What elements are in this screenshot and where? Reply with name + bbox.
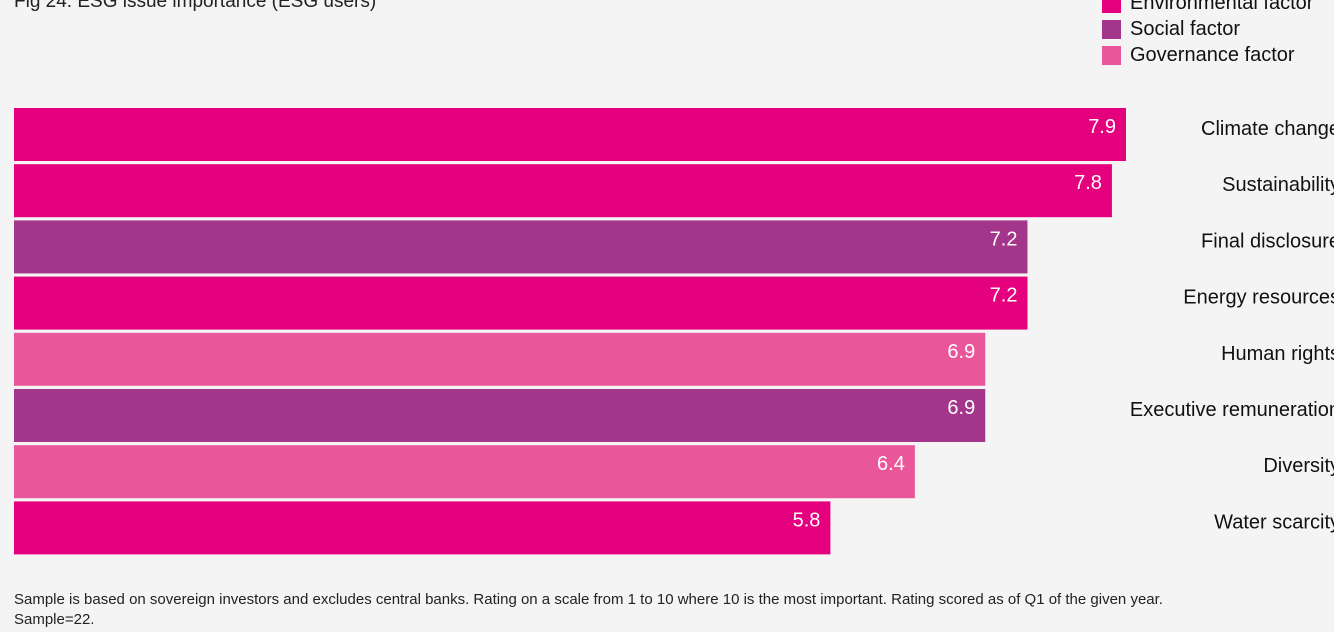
bar-value-label: 7.9 — [1088, 116, 1116, 138]
footnote-line-1: Sample is based on sovereign investors a… — [14, 591, 1163, 608]
bar-sustainability — [14, 164, 1112, 218]
legend-swatch-governance — [1102, 45, 1121, 65]
category-label: Diversity — [1263, 455, 1334, 477]
legend-label-governance: Governance factor — [1130, 43, 1295, 66]
bar-value-label: 7.2 — [990, 228, 1018, 250]
bar-value-label: 7.2 — [990, 285, 1018, 307]
category-label: Climate change — [1201, 118, 1334, 140]
bar-human-rights — [14, 332, 986, 386]
category-label: Human rights — [1221, 343, 1334, 365]
legend-label-environmental: Environmental factor — [1130, 0, 1314, 14]
footnote: Sample is based on sovereign investors a… — [14, 590, 1334, 630]
legend-item-governance: Governance factor — [1102, 42, 1313, 68]
bar-water-scarcity — [14, 501, 831, 555]
footnote-line-2: Sample=22. — [14, 611, 95, 628]
legend-item-social: Social factor — [1102, 16, 1313, 42]
legend-swatch-environmental — [1102, 0, 1121, 13]
bar-diversity — [14, 445, 915, 499]
bar-value-label: 5.8 — [793, 509, 821, 531]
bar-value-label: 6.9 — [947, 397, 975, 419]
bar-final-disclosure — [14, 220, 1028, 274]
chart-legend: Environmental factor Social factor Gover… — [1102, 0, 1313, 68]
bar-climate-change — [14, 108, 1126, 161]
category-label: Sustainability — [1222, 174, 1334, 196]
category-label: Executive remuneration — [1130, 399, 1334, 421]
bar-energy-resources — [14, 276, 1028, 330]
bar-value-label: 6.4 — [877, 453, 905, 475]
bar-value-label: 6.9 — [947, 341, 975, 363]
bar-executive-remuneration — [14, 389, 986, 442]
category-label: Final disclosure — [1201, 230, 1334, 252]
legend-label-social: Social factor — [1130, 17, 1241, 40]
bar-value-label: 7.8 — [1074, 172, 1102, 194]
category-label: Energy resources — [1183, 287, 1334, 309]
chart-title: Fig 24: ESG issue importance (ESG users) — [14, 0, 377, 12]
legend-item-environmental: Environmental factor — [1102, 0, 1313, 16]
category-label: Water scarcity — [1214, 511, 1334, 533]
legend-swatch-social — [1102, 19, 1121, 39]
